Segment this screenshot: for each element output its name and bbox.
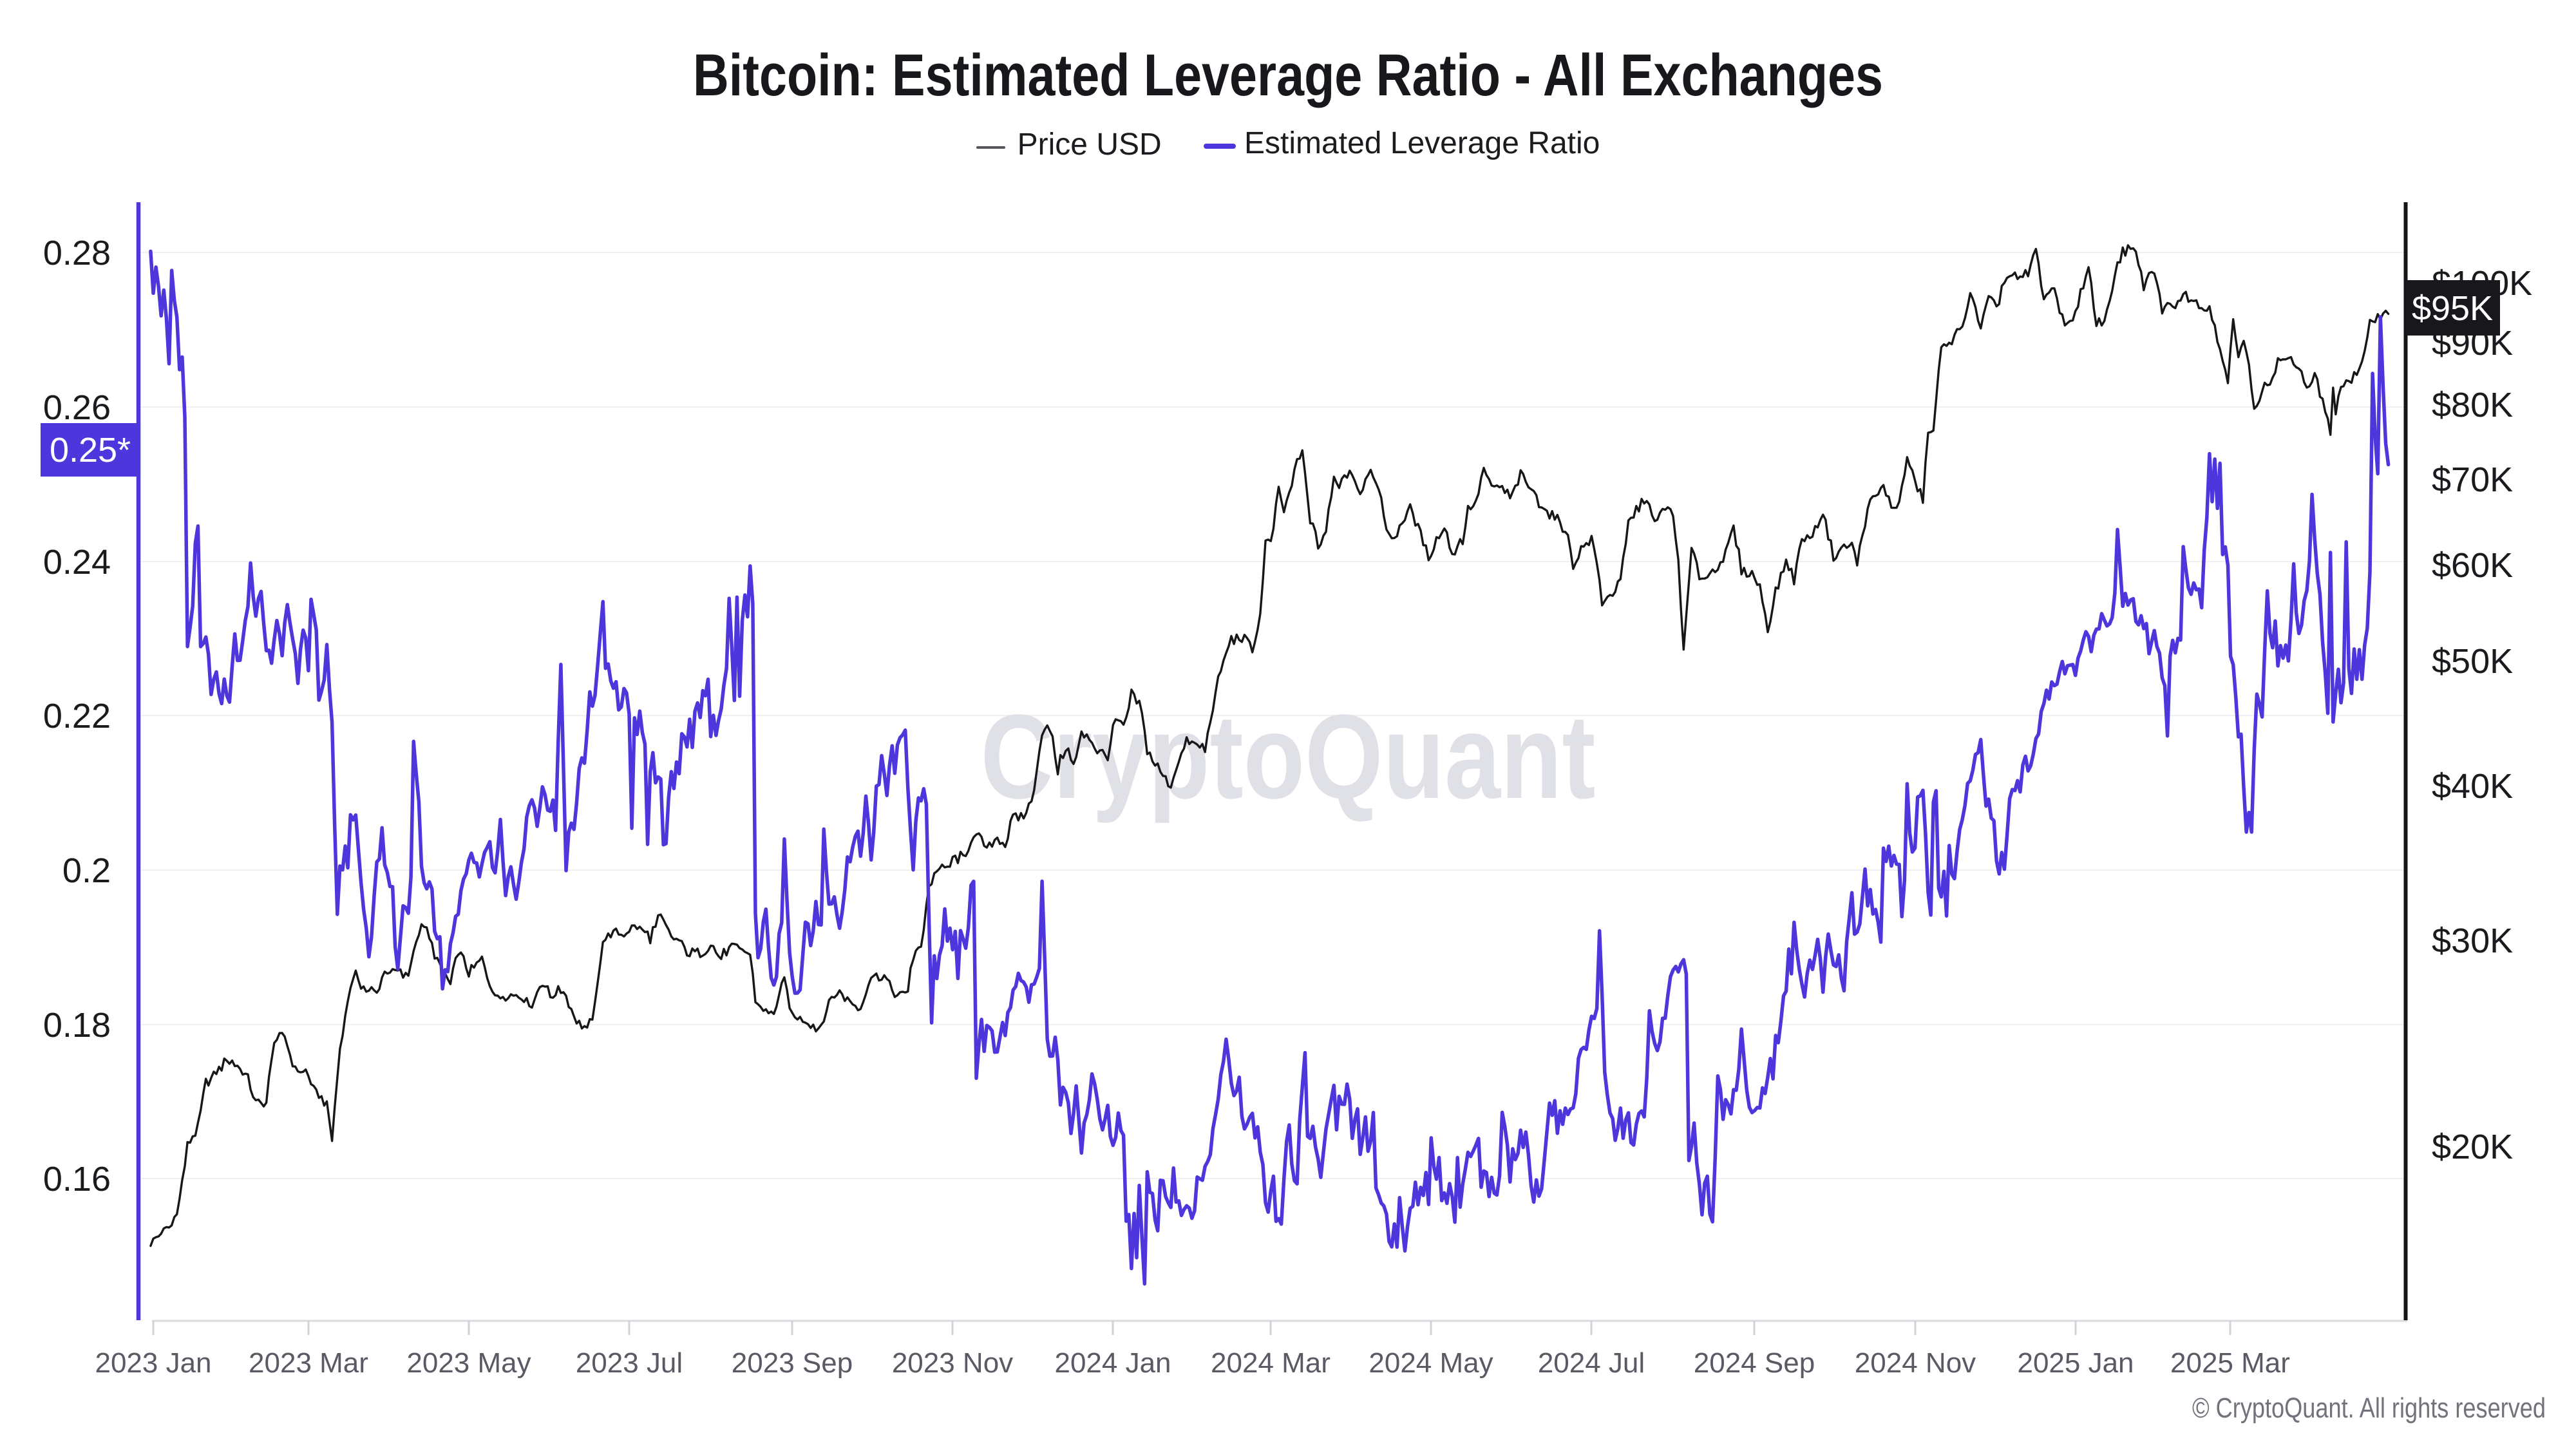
svg-text:0.25*: 0.25* [50,431,131,469]
svg-text:$80K: $80K [2432,386,2513,424]
svg-text:$95K: $95K [2412,289,2493,328]
svg-text:2023 Nov: 2023 Nov [892,1347,1013,1379]
svg-text:$70K: $70K [2432,460,2513,499]
svg-text:0.18: 0.18 [43,1006,111,1045]
svg-text:$40K: $40K [2432,767,2513,806]
svg-text:2024 Sep: 2024 Sep [1694,1347,1815,1379]
svg-text:2025 Mar: 2025 Mar [2170,1347,2290,1379]
svg-text:© CryptoQuant. All rights rese: © CryptoQuant. All rights reserved [2192,1392,2546,1424]
svg-text:2024 Mar: 2024 Mar [1211,1347,1331,1379]
svg-text:0.16: 0.16 [43,1160,111,1198]
svg-text:$30K: $30K [2432,922,2513,960]
svg-text:0.2: 0.2 [62,851,111,890]
svg-text:$60K: $60K [2432,546,2513,585]
svg-text:2025 Jan: 2025 Jan [2017,1347,2134,1379]
svg-text:0.22: 0.22 [43,697,111,735]
svg-text:2024 Nov: 2024 Nov [1855,1347,1976,1379]
svg-text:0.26: 0.26 [43,388,111,427]
svg-text:2023 Jul: 2023 Jul [576,1347,683,1379]
svg-text:CryptoQuant: CryptoQuant [981,690,1596,824]
svg-text:2023 Jan: 2023 Jan [95,1347,211,1379]
svg-text:2024 Jan: 2024 Jan [1054,1347,1171,1379]
svg-text:0.24: 0.24 [43,543,111,582]
svg-text:2023 May: 2023 May [406,1347,531,1379]
svg-text:2023 Mar: 2023 Mar [249,1347,368,1379]
svg-text:$20K: $20K [2432,1128,2513,1166]
svg-text:$50K: $50K [2432,642,2513,681]
svg-text:2024 Jul: 2024 Jul [1538,1347,1645,1379]
svg-text:0.28: 0.28 [43,234,111,272]
svg-text:2023 Sep: 2023 Sep [732,1347,853,1379]
svg-text:2024 May: 2024 May [1368,1347,1493,1379]
